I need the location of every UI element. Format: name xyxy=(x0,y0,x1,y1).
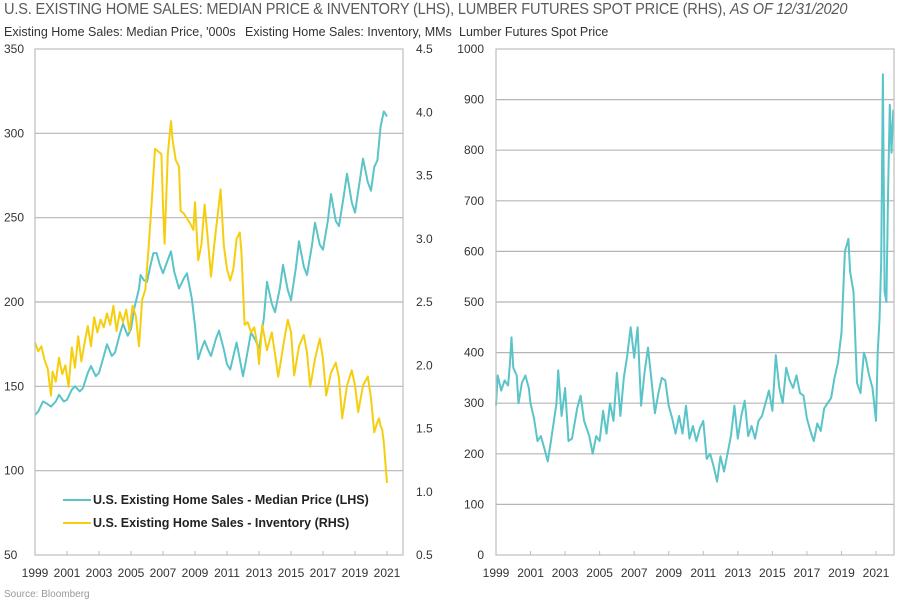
left-x-ticks: 1999 2001 2003 2005 2007 2009 2011 2013 2015 2017… xyxy=(22,551,401,580)
x-tick-label: 2005 xyxy=(118,566,145,580)
x-tick-label: 2011 xyxy=(214,566,240,580)
left-series-lines xyxy=(34,110,388,483)
y-tick-label-left: 100 xyxy=(4,464,24,478)
y-tick-label-right: 4.5 xyxy=(416,42,433,56)
left-y-ticks: 50 100 150 200 250 300 350 xyxy=(4,42,24,562)
legend-label-median-price: U.S. Existing Home Sales - Median Price … xyxy=(93,493,369,507)
right-y-axis-title: Existing Home Sales: Inventory, MMs xyxy=(245,25,452,39)
x-tick-label: 2003 xyxy=(86,566,113,580)
y-tick-label-right: 1.0 xyxy=(416,485,433,499)
y-tick-label-right: 3.5 xyxy=(416,169,433,183)
y-tick-label-lumber: 700 xyxy=(464,194,484,208)
y-tick-label-lumber: 600 xyxy=(464,244,484,258)
right-series-lines xyxy=(495,73,895,483)
y-tick-label-right: 4.0 xyxy=(416,105,433,119)
title-main: U.S. EXISTING HOME SALES: MEDIAN PRICE &… xyxy=(4,1,726,18)
title-as-of: AS OF 12/31/2020 xyxy=(729,1,848,18)
left-y-axis-title: Existing Home Sales: Median Price, '000s xyxy=(4,25,236,39)
x-tick-label: 2015 xyxy=(759,566,786,580)
y-tick-label-left: 350 xyxy=(4,42,24,56)
left-chart: Existing Home Sales: Median Price, '000s… xyxy=(4,25,452,580)
y-tick-label-lumber: 200 xyxy=(464,447,484,461)
y-tick-label-right: 2.5 xyxy=(416,295,433,309)
y-tick-label-right: 2.0 xyxy=(416,358,433,372)
x-tick-label: 2009 xyxy=(655,566,682,580)
x-tick-label: 2015 xyxy=(278,566,305,580)
x-tick-label: 2019 xyxy=(828,566,855,580)
x-tick-label: 2019 xyxy=(342,566,369,580)
y-tick-label-lumber: 1000 xyxy=(457,42,484,56)
x-tick-label: 2005 xyxy=(586,566,613,580)
x-tick-label: 2021 xyxy=(374,566,401,580)
series-line-inventory xyxy=(34,120,388,483)
y-tick-label-left: 200 xyxy=(4,295,24,309)
y-tick-label-lumber: 800 xyxy=(464,143,484,157)
x-tick-label: 2017 xyxy=(310,566,337,580)
x-tick-label: 2007 xyxy=(621,566,648,580)
right-x-ticks: 1999 2001 2003 2005 2007 2009 2011 2013 2015 2017… xyxy=(483,551,890,580)
y-tick-label-left: 250 xyxy=(4,211,24,225)
y-tick-label-lumber: 400 xyxy=(464,346,484,360)
x-tick-label: 2013 xyxy=(246,566,273,580)
left-plot-frame xyxy=(34,48,404,556)
x-tick-label: 2021 xyxy=(863,566,890,580)
y-tick-label-right: 0.5 xyxy=(416,548,433,562)
x-tick-label: 1999 xyxy=(483,566,510,580)
y-tick-label-left: 150 xyxy=(4,379,24,393)
y-tick-label-lumber: 300 xyxy=(464,396,484,410)
y-tick-label-lumber: 500 xyxy=(464,295,484,309)
figure-title: U.S. EXISTING HOME SALES: MEDIAN PRICE &… xyxy=(4,1,847,19)
x-tick-label: 2001 xyxy=(517,566,544,580)
x-tick-label: 2011 xyxy=(690,566,716,580)
y-tick-label-lumber: 100 xyxy=(464,497,484,511)
y-tick-label-lumber: 0 xyxy=(477,548,484,562)
x-tick-label: 2009 xyxy=(182,566,209,580)
legend: U.S. Existing Home Sales - Median Price … xyxy=(63,493,369,530)
y-tick-label-lumber: 900 xyxy=(464,93,484,107)
y-tick-label-right: 1.5 xyxy=(416,422,433,436)
y-tick-label-left: 50 xyxy=(4,548,18,562)
x-tick-label: 2013 xyxy=(724,566,751,580)
y-tick-label-left: 300 xyxy=(4,126,24,140)
x-tick-label: 2001 xyxy=(54,566,81,580)
left-gridlines xyxy=(35,132,403,472)
right-chart: Lumber Futures Spot Price 0 100 200 300 400 5… xyxy=(457,25,895,580)
legend-label-inventory: U.S. Existing Home Sales - Inventory (RH… xyxy=(93,516,349,530)
series-line-median-price xyxy=(34,110,388,416)
y-tick-label-right: 3.0 xyxy=(416,232,433,246)
right-gridlines xyxy=(496,98,894,505)
x-tick-label: 1999 xyxy=(22,566,49,580)
lumber-y-axis-title: Lumber Futures Spot Price xyxy=(459,25,608,39)
right-y-ticks: 0 100 200 300 400 500 600 700 800 900 1000 xyxy=(457,42,484,562)
x-tick-label: 2017 xyxy=(794,566,821,580)
series-line-lumber xyxy=(495,73,895,483)
left-y2-ticks: 0.5 1.0 1.5 2.0 2.5 3.0 3.5 4.0 4.5 xyxy=(416,42,433,562)
x-tick-label: 2003 xyxy=(552,566,579,580)
right-plot-frame xyxy=(495,48,895,556)
source-note: Source: Bloomberg xyxy=(4,589,90,600)
x-tick-label: 2007 xyxy=(150,566,177,580)
